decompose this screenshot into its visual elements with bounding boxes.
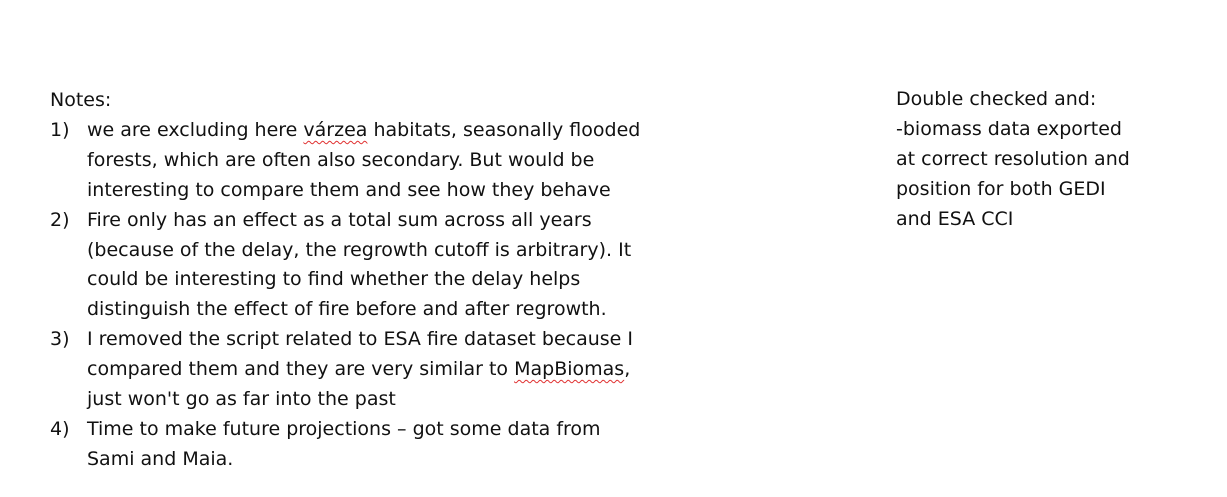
list-item-body: Time to make future projections – got so… bbox=[87, 415, 601, 475]
list-item: 4) Time to make future projections – got… bbox=[50, 415, 640, 475]
list-number: 4) bbox=[50, 417, 70, 440]
side-note-block: Double checked and: -biomass data export… bbox=[896, 85, 1130, 235]
list-line: just won't go as far into the past bbox=[87, 388, 396, 411]
list-line: we are excluding here várzea habitats, s… bbox=[87, 116, 640, 146]
side-note-line: -biomass data exported bbox=[896, 117, 1122, 140]
list-item: 3) I removed the script related to ESA f… bbox=[50, 325, 640, 415]
list-item-body: we are excluding here várzea habitats, s… bbox=[87, 116, 640, 206]
list-item: 2) Fire only has an effect as a total su… bbox=[50, 206, 640, 326]
side-note-line: position for both GEDI bbox=[896, 177, 1106, 200]
list-number: 1) bbox=[50, 118, 70, 141]
list-line: interesting to compare them and see how … bbox=[87, 178, 611, 201]
spellcheck-flagged-word[interactable]: várzea bbox=[303, 118, 368, 141]
list-line: could be interesting to find whether the… bbox=[87, 268, 581, 291]
side-note-line: at correct resolution and bbox=[896, 147, 1130, 170]
text-run: , bbox=[624, 358, 631, 381]
list-item-body: Fire only has an effect as a total sum a… bbox=[87, 206, 631, 326]
text-run: compared them and they are very similar … bbox=[87, 358, 515, 381]
list-line: Sami and Maia. bbox=[87, 447, 234, 470]
list-line: (because of the delay, the regrowth cuto… bbox=[87, 238, 632, 261]
list-number: 2) bbox=[50, 208, 70, 231]
notes-heading: Notes: bbox=[50, 89, 112, 111]
notes-block: Notes: 1) we are excluding here várzea h… bbox=[50, 86, 640, 475]
list-line: distinguish the effect of fire before an… bbox=[87, 298, 607, 321]
list-line: compared them and they are very similar … bbox=[87, 355, 633, 385]
list-item-body: I removed the script related to ESA fire… bbox=[87, 325, 633, 415]
side-note-line: Double checked and: bbox=[896, 88, 1097, 110]
list-line: forests, which are often also secondary.… bbox=[87, 148, 595, 171]
list-line: I removed the script related to ESA fire… bbox=[87, 328, 633, 351]
text-run: habitats, seasonally flooded bbox=[367, 118, 641, 141]
list-number: 3) bbox=[50, 328, 70, 351]
list-line: Fire only has an effect as a total sum a… bbox=[87, 208, 592, 231]
spellcheck-flagged-word[interactable]: MapBiomas bbox=[514, 358, 625, 381]
list-line: Time to make future projections – got so… bbox=[87, 417, 601, 440]
list-item: 1) we are excluding here várzea habitats… bbox=[50, 116, 640, 206]
text-run: we are excluding here bbox=[87, 118, 304, 141]
side-note-line: and ESA CCI bbox=[896, 207, 1014, 230]
